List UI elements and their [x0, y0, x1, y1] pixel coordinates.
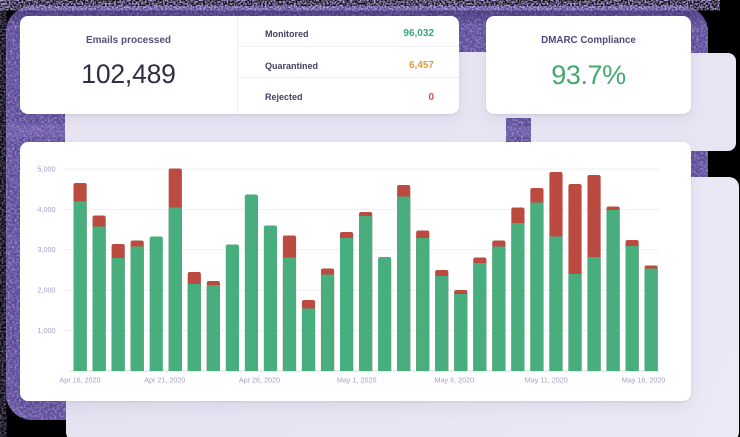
- svg-text:Apr 21, 2020: Apr 21, 2020: [144, 376, 185, 385]
- svg-text:3,000: 3,000: [38, 245, 56, 254]
- svg-text:May 16, 2020: May 16, 2020: [622, 376, 666, 385]
- svg-text:May 6, 2020: May 6, 2020: [435, 376, 475, 385]
- svg-text:Apr 26, 2020: Apr 26, 2020: [239, 376, 280, 385]
- svg-text:1,000: 1,000: [38, 326, 56, 335]
- svg-text:Apr 16, 2020: Apr 16, 2020: [59, 376, 100, 385]
- svg-text:2,000: 2,000: [38, 286, 56, 295]
- svg-text:5,000: 5,000: [38, 164, 56, 173]
- svg-text:4,000: 4,000: [38, 205, 56, 214]
- svg-text:May 11, 2020: May 11, 2020: [525, 376, 568, 385]
- svg-text:May 1, 2020: May 1, 2020: [337, 376, 377, 385]
